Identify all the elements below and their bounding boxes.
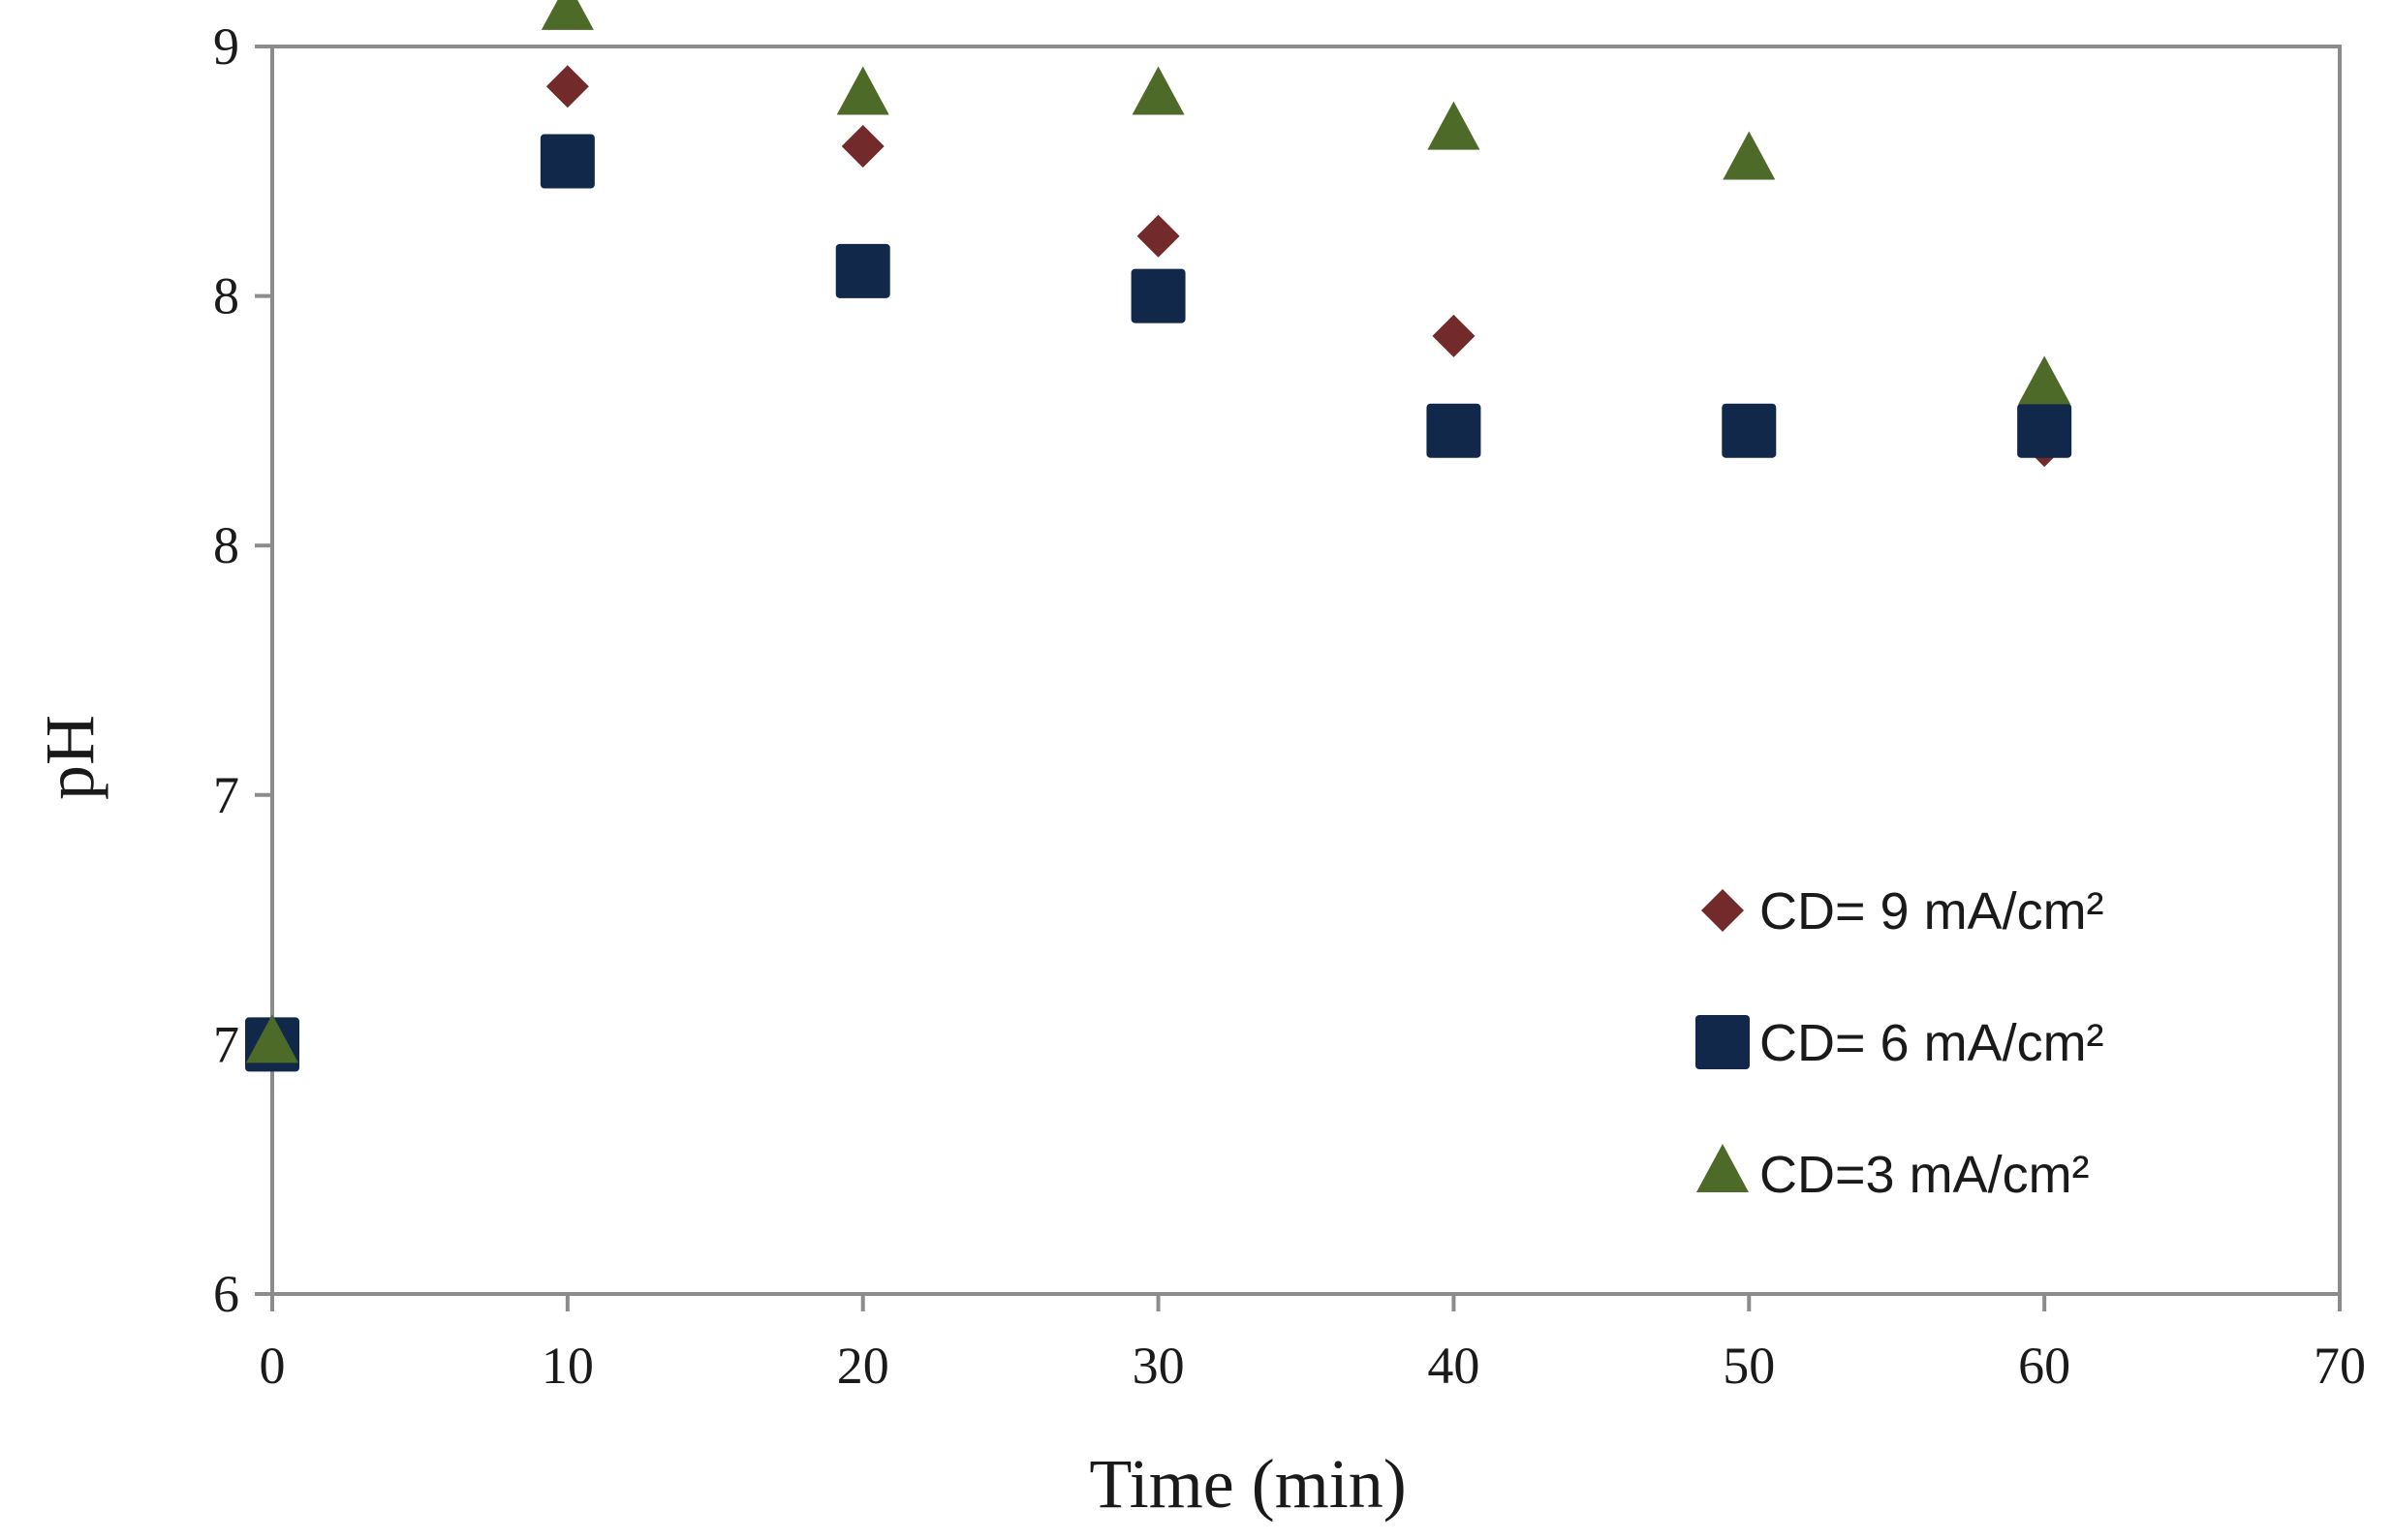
data-point-square bbox=[2017, 403, 2072, 458]
x-tick-label: 40 bbox=[1427, 1337, 1479, 1395]
legend-label: CD= 6 mA/cm² bbox=[1759, 1014, 2104, 1072]
legend: CD= 9 mA/cm² CD= 6 mA/cm² CD=3 mA/cm² bbox=[1695, 882, 2104, 1204]
y-tick-label: 9 bbox=[213, 17, 239, 76]
x-tick-label: 20 bbox=[837, 1337, 889, 1395]
data-point-triangle bbox=[1427, 101, 1480, 150]
x-tick-label: 30 bbox=[1133, 1337, 1185, 1395]
data-points bbox=[245, 0, 2072, 1072]
x-axis: 0 10 20 30 40 50 60 70 bbox=[260, 1294, 2366, 1395]
data-point-square bbox=[1722, 403, 1777, 458]
data-point-triangle bbox=[2018, 355, 2071, 405]
legend-label: CD=3 mA/cm² bbox=[1759, 1146, 2090, 1204]
y-tick-label: 8 bbox=[213, 516, 239, 574]
data-point-square bbox=[1131, 268, 1186, 323]
legend-symbol-triangle bbox=[1696, 1144, 1749, 1192]
y-tick-label: 7 bbox=[213, 766, 239, 824]
y-axis: 6 7 7 8 8 9 bbox=[213, 17, 272, 1323]
data-point-diamond bbox=[1432, 314, 1476, 357]
x-axis-title: Time (min) bbox=[1089, 1445, 1406, 1523]
legend-label: CD= 9 mA/cm² bbox=[1759, 882, 2104, 940]
data-point-diamond bbox=[545, 65, 589, 108]
data-point-diamond bbox=[1136, 214, 1180, 258]
y-tick-label: 6 bbox=[213, 1265, 239, 1323]
data-point-triangle bbox=[1723, 131, 1776, 180]
y-tick-label: 8 bbox=[213, 267, 239, 325]
data-point-square bbox=[1426, 403, 1481, 458]
x-tick-label: 60 bbox=[2018, 1337, 2070, 1395]
data-point-square bbox=[835, 243, 890, 298]
data-point-triangle bbox=[1132, 66, 1185, 115]
y-axis-title: pH bbox=[31, 715, 109, 800]
x-tick-label: 0 bbox=[260, 1337, 286, 1395]
y-tick-label: 7 bbox=[213, 1015, 239, 1073]
legend-symbol-diamond bbox=[1701, 889, 1744, 932]
data-point-triangle bbox=[246, 1014, 298, 1063]
x-tick-label: 70 bbox=[2314, 1337, 2366, 1395]
data-point-triangle bbox=[836, 66, 889, 115]
x-tick-label: 50 bbox=[1723, 1337, 1775, 1395]
data-point-diamond bbox=[841, 125, 885, 169]
legend-symbol-square bbox=[1695, 1015, 1750, 1069]
data-point-square bbox=[540, 134, 595, 189]
plot-frame bbox=[270, 45, 2342, 1296]
x-tick-label: 10 bbox=[542, 1337, 594, 1395]
data-point-triangle bbox=[541, 0, 594, 30]
